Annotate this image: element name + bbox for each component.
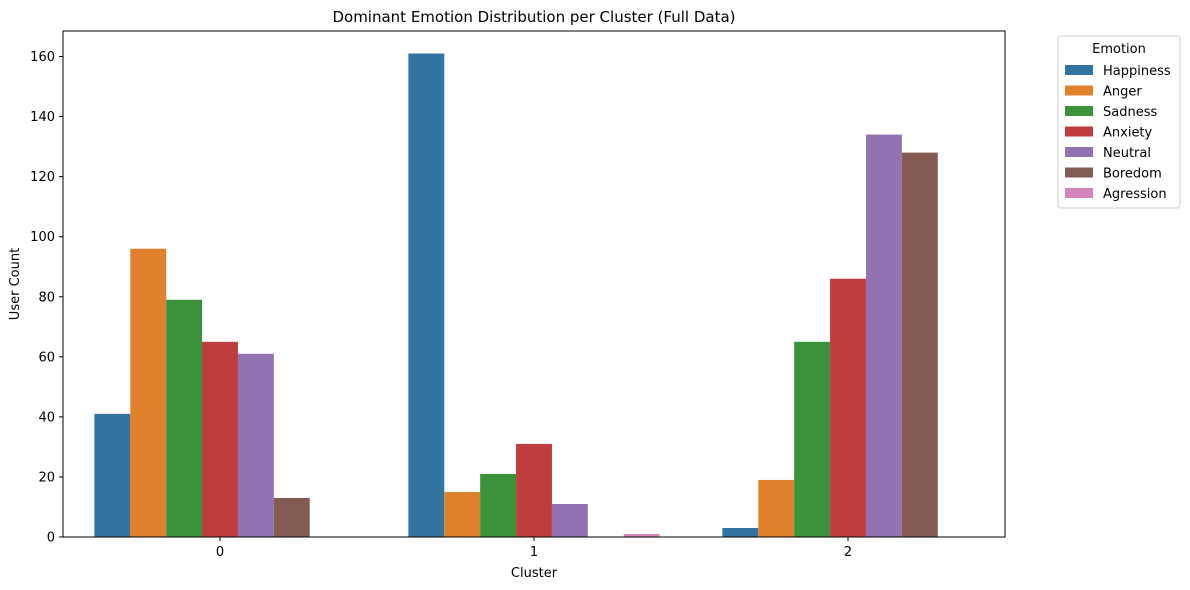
- chart-title: Dominant Emotion Distribution per Cluste…: [332, 8, 735, 26]
- legend-swatch-sadness: [1065, 106, 1093, 116]
- legend-label-boredom: Boredom: [1103, 167, 1162, 182]
- bar-agression-cluster-1: [623, 534, 660, 537]
- y-tick-label: 40: [38, 410, 55, 425]
- bar-anger-cluster-2: [758, 479, 795, 537]
- bar-neutral-cluster-1: [551, 503, 588, 537]
- legend-swatch-happiness: [1065, 65, 1093, 75]
- legend-swatch-anger: [1065, 85, 1093, 96]
- legend-frame: [1057, 35, 1181, 209]
- legend-label-agression: Agression: [1103, 187, 1167, 202]
- y-tick-label: 160: [30, 50, 55, 65]
- y-tick-label: 80: [38, 290, 55, 305]
- bar-anxiety-cluster-0: [202, 341, 238, 537]
- bar-happiness-cluster-0: [94, 413, 131, 537]
- legend-swatch-boredom: [1065, 167, 1093, 178]
- legend-label-sadness: Sadness: [1103, 105, 1157, 120]
- legend-title: Emotion: [1092, 42, 1146, 57]
- bar-sadness-cluster-1: [480, 473, 517, 537]
- x-axis-ticks: 0 1 2: [216, 537, 852, 560]
- y-tick-label: 120: [30, 170, 55, 185]
- y-axis-label: User Count: [8, 248, 23, 320]
- legend-swatch-agression: [1065, 188, 1093, 198]
- bar-happiness-cluster-1: [408, 53, 445, 538]
- legend: Emotion Happiness Anger Sadness Anxiety Neut…: [1057, 35, 1181, 209]
- bar-neutral-cluster-0: [237, 353, 274, 537]
- bar-boredom-cluster-2: [901, 152, 938, 537]
- y-tick-label: 140: [30, 110, 55, 125]
- bar-happiness-cluster-2: [722, 527, 759, 537]
- legend-swatch-anxiety: [1065, 126, 1093, 137]
- x-tick-label: 2: [844, 545, 852, 560]
- legend-label-anxiety: Anxiety: [1103, 126, 1153, 141]
- bar-sadness-cluster-0: [166, 299, 203, 537]
- bar-anger-cluster-0: [130, 248, 167, 537]
- bar-anger-cluster-1: [444, 491, 481, 537]
- legend-swatch-neutral: [1065, 147, 1093, 157]
- y-tick-label: 0: [47, 531, 55, 546]
- bar-boredom-cluster-0: [273, 497, 310, 537]
- bar-sadness-cluster-2: [794, 341, 831, 537]
- y-axis-ticks: 0 20 40 60 80 100 120 140 160: [30, 50, 63, 546]
- y-tick-label: 100: [30, 230, 55, 245]
- y-tick-label: 60: [38, 350, 55, 365]
- x-tick-label: 1: [530, 545, 538, 560]
- bar-anxiety-cluster-2: [830, 278, 866, 537]
- y-tick-label: 20: [38, 470, 55, 485]
- legend-label-neutral: Neutral: [1103, 146, 1151, 161]
- legend-items: Happiness Anger Sadness Anxiety Neutral Bored…: [1065, 64, 1171, 202]
- bar-neutral-cluster-2: [865, 134, 902, 537]
- bars-group: [94, 53, 938, 538]
- x-tick-label: 0: [216, 545, 224, 560]
- bar-anxiety-cluster-1: [516, 443, 552, 537]
- legend-label-happiness: Happiness: [1103, 64, 1171, 79]
- legend-label-anger: Anger: [1103, 85, 1142, 100]
- x-axis-label: Cluster: [511, 566, 558, 581]
